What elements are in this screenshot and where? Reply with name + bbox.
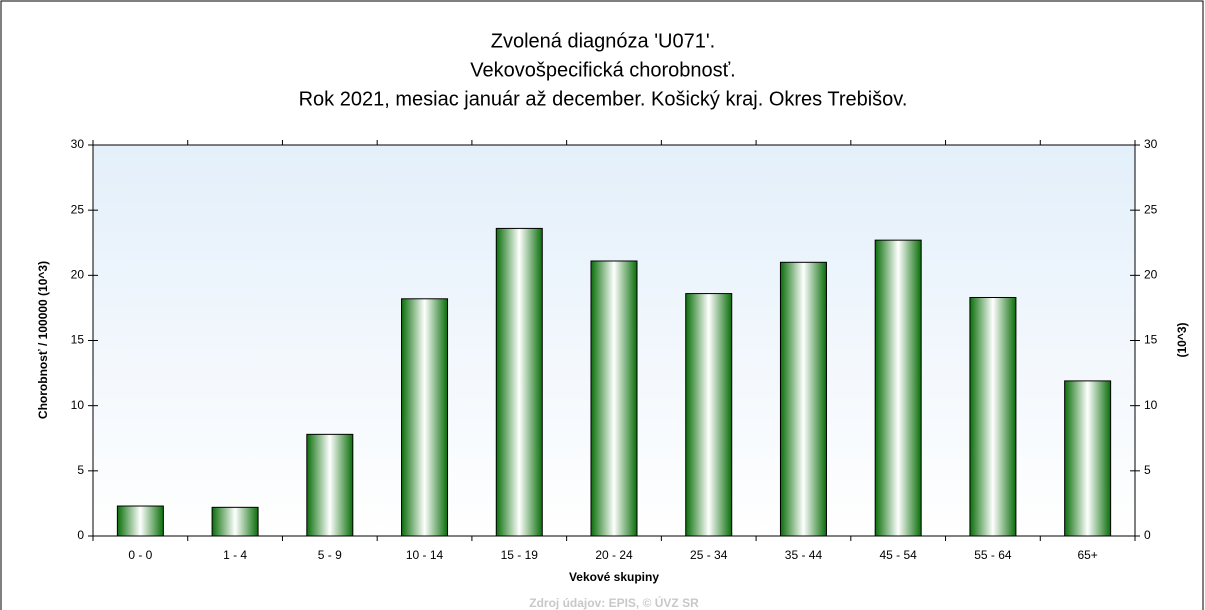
title-line: Rok 2021, mesiac január až december. Koš… (299, 88, 908, 110)
x-tick-label: 1 - 4 (223, 548, 247, 562)
x-tick-label: 5 - 9 (318, 548, 342, 562)
y-tick-label: 10 (71, 398, 85, 412)
bar (969, 296, 1017, 537)
x-tick-label: 25 - 34 (690, 548, 728, 562)
bar (211, 506, 259, 537)
bar (306, 433, 354, 537)
bar (495, 227, 543, 537)
x-tick-label: 35 - 44 (785, 548, 823, 562)
x-tick-label: 10 - 14 (406, 548, 444, 562)
y2-tick-label: 25 (1144, 202, 1158, 216)
source-note: Zdroj údajov: EPIS, © ÚVZ SR (529, 595, 699, 610)
y2-tick-label: 20 (1144, 268, 1158, 282)
y-tick-label: 15 (71, 333, 85, 347)
y-tick-label: 30 (71, 137, 85, 151)
bar (685, 293, 733, 537)
x-tick-label: 45 - 54 (880, 548, 918, 562)
bar (1064, 380, 1112, 537)
title-line: Zvolená diagnóza 'U071'. (491, 30, 715, 52)
y-tick-label: 20 (71, 268, 85, 282)
x-axis-title: Vekové skupiny (569, 570, 659, 584)
bar (874, 239, 922, 537)
y2-tick-label: 15 (1144, 333, 1158, 347)
y-tick-label: 5 (77, 463, 84, 477)
y2-tick-label: 5 (1144, 463, 1151, 477)
x-tick-label: 20 - 24 (595, 548, 633, 562)
x-tick-label: 65+ (1077, 548, 1097, 562)
bar (779, 261, 827, 537)
x-tick-label: 55 - 64 (974, 548, 1012, 562)
bar (116, 505, 164, 537)
x-tick-label: 0 - 0 (128, 548, 152, 562)
y-tick-label: 0 (77, 528, 84, 542)
y-axis-title: Chorobnosť / 100000 (10^3) (36, 261, 50, 419)
y2-tick-label: 10 (1144, 398, 1158, 412)
y2-tick-label: 0 (1144, 528, 1151, 542)
x-tick-label: 15 - 19 (501, 548, 539, 562)
bar (401, 298, 449, 537)
y-tick-label: 25 (71, 202, 85, 216)
y2-tick-label: 30 (1144, 137, 1158, 151)
title-line: Vekovošpecifická chorobnosť. (470, 59, 735, 81)
bar (590, 260, 638, 537)
y2-axis-title: (10^3) (1175, 322, 1189, 357)
